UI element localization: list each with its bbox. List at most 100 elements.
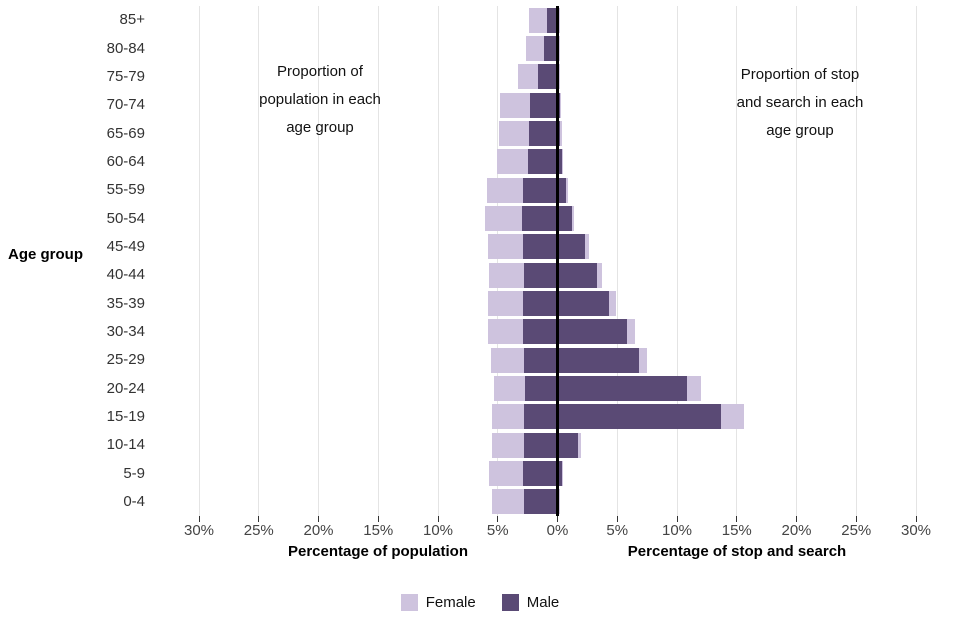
legend-item-male: Male	[501, 593, 559, 611]
bar-population-male	[524, 404, 558, 430]
bar-population-male	[522, 319, 558, 345]
x-tick-label: 15%	[363, 522, 394, 539]
bar-population-female	[486, 177, 523, 203]
gridline	[736, 6, 738, 516]
gridline	[377, 6, 379, 516]
age-group-label: 30-34	[106, 322, 145, 340]
x-tick-mark	[198, 516, 200, 522]
x-tick-mark	[855, 516, 857, 522]
x-tick-label: 0%	[546, 522, 569, 539]
bar-population-male	[527, 149, 558, 175]
bar-population-female	[484, 206, 522, 231]
bar-stop-search-female	[584, 234, 589, 260]
x-tick-mark	[616, 516, 618, 522]
bar-population-male	[521, 206, 558, 231]
bar-population-female	[489, 262, 525, 288]
age-group-label: 55-59	[106, 181, 145, 199]
legend-item-female: Female	[400, 593, 476, 611]
age-group-label: 15-19	[106, 407, 145, 425]
gridline	[915, 6, 917, 516]
gridline	[258, 6, 260, 516]
bar-population-male	[528, 121, 558, 146]
x-axis-title-stop-search: Percentage of stop and search	[627, 543, 847, 560]
bar-population-female	[488, 234, 523, 260]
bar-stop-search-male	[557, 177, 567, 203]
bar-population-female	[518, 64, 539, 90]
plot-area: Proportion of population in each age gro…	[150, 6, 940, 516]
bar-stop-search-female	[559, 92, 562, 118]
bar-stop-search-female	[559, 64, 560, 90]
bar-population-female	[491, 489, 525, 515]
x-tick-label: 20%	[303, 522, 334, 539]
bar-stop-search-female	[721, 404, 744, 430]
bar-stop-search-male	[557, 206, 572, 231]
bar-population-female	[488, 319, 523, 345]
bar-population-female	[491, 404, 525, 430]
legend-swatch-male	[501, 593, 519, 611]
x-axis-title-population: Percentage of population	[287, 543, 469, 560]
x-tick-mark	[437, 516, 439, 522]
bar-population-female	[489, 461, 523, 486]
annotation-stop-search: Proportion of stop and search in each ag…	[736, 66, 864, 139]
zero-axis-line	[556, 6, 559, 516]
bar-population-male	[538, 64, 558, 90]
x-tick-label: 10%	[422, 522, 454, 539]
bar-population-male	[524, 432, 558, 458]
bar-stop-search-male	[557, 347, 639, 373]
bar-stop-search-female	[577, 432, 582, 458]
bar-stop-search-female	[638, 347, 648, 373]
gridline	[796, 6, 797, 516]
x-tick-mark	[557, 516, 558, 522]
x-tick-mark	[915, 516, 917, 522]
gridline	[676, 6, 678, 516]
bar-population-male	[525, 376, 558, 401]
x-tick-label: 5%	[486, 522, 509, 539]
x-tick-label: 25%	[243, 522, 274, 539]
age-group-label: 75-79	[106, 67, 145, 85]
bar-population-male	[522, 234, 558, 260]
age-group-label: 20-24	[106, 379, 145, 397]
bar-population-male	[546, 7, 558, 33]
age-group-label: 50-54	[106, 209, 145, 227]
bar-population-female	[526, 36, 545, 61]
bar-population-male	[544, 36, 558, 61]
y-axis-title: Age group	[8, 246, 83, 263]
bar-population-male	[530, 92, 558, 118]
x-tick-mark	[377, 516, 379, 522]
x-tick-label: 15%	[721, 522, 752, 539]
x-tick-label: 30%	[900, 522, 932, 539]
bar-population-female	[488, 291, 523, 316]
age-group-label: 85+	[119, 11, 145, 29]
legend: Female Male	[0, 590, 960, 614]
bar-stop-search-female	[566, 177, 569, 203]
bar-stop-search-female	[608, 291, 617, 316]
bar-stop-search-female	[686, 376, 701, 401]
bar-population-male	[524, 489, 558, 515]
x-tick-label: 20%	[781, 522, 812, 539]
bar-stop-search-male	[557, 432, 578, 458]
bar-stop-search-female	[559, 489, 560, 515]
age-group-label: 70-74	[106, 96, 145, 114]
bar-stop-search-male	[557, 291, 609, 316]
x-tick-mark	[676, 516, 678, 522]
age-group-label: 0-4	[123, 492, 145, 510]
y-axis-labels: 85+ 80-84 75-79 70-74 65-69 60-64 55-59 50-54 45…	[0, 6, 145, 516]
gridline	[616, 6, 618, 516]
x-tick-label: 10%	[661, 522, 693, 539]
bar-stop-search-female	[561, 461, 563, 486]
x-tick-mark	[796, 516, 797, 522]
bar-population-male	[522, 461, 558, 486]
bar-population-female	[528, 7, 547, 33]
age-group-label: 10-14	[106, 436, 145, 454]
bar-stop-search-male	[557, 319, 627, 345]
age-group-label: 35-39	[106, 294, 145, 312]
bar-stop-search-female	[562, 149, 564, 175]
x-tick-mark	[318, 516, 319, 522]
bar-population-female	[494, 376, 526, 401]
age-group-label: 25-29	[106, 351, 145, 369]
age-group-label: 5-9	[123, 464, 145, 482]
bar-population-male	[522, 177, 558, 203]
bar-population-female	[500, 92, 530, 118]
legend-swatch-female	[400, 593, 418, 611]
